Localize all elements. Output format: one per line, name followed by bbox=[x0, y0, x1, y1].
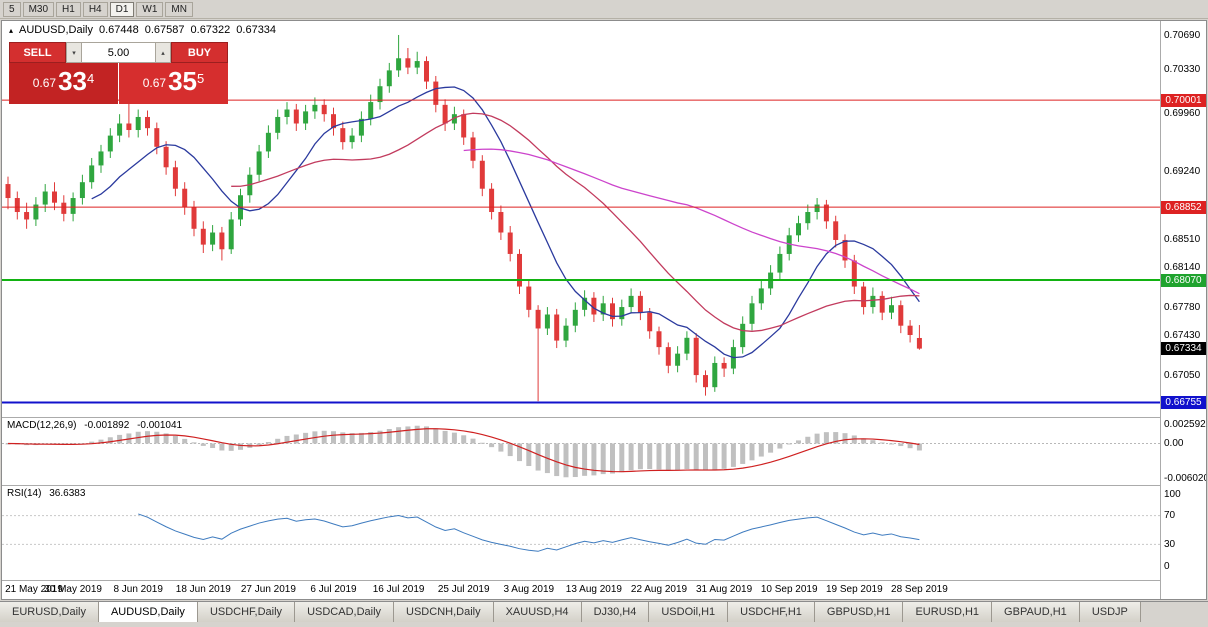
chart-tab-usdcad-daily[interactable]: USDCAD,Daily bbox=[295, 602, 395, 623]
chart-tab-audusd-daily[interactable]: AUDUSD,Daily bbox=[98, 602, 198, 623]
price-axis-tick: 0.67430 bbox=[1164, 330, 1201, 342]
buy-price-prefix: 0.67 bbox=[142, 75, 167, 90]
date-axis-label: 19 Sep 2019 bbox=[825, 584, 883, 595]
chart-tab-usdcnh-daily[interactable]: USDCNH,Daily bbox=[394, 602, 494, 623]
price-level-badge: 0.68070 bbox=[1161, 273, 1206, 287]
sell-button[interactable]: SELL bbox=[9, 42, 66, 63]
timeframe-button-5[interactable]: 5 bbox=[3, 1, 21, 17]
macd-value-signal: -0.001041 bbox=[137, 420, 183, 431]
macd-value-main: -0.001892 bbox=[84, 420, 130, 431]
buy-button[interactable]: BUY bbox=[171, 42, 228, 63]
macd-label: MACD(12,26,9) -0.001892 -0.001041 bbox=[7, 420, 182, 431]
volume-input[interactable] bbox=[82, 42, 155, 63]
rsi-title: RSI(14) bbox=[7, 488, 42, 499]
price-axis-tick: 0.69240 bbox=[1164, 165, 1201, 177]
symbol-name: AUDUSD,Daily bbox=[19, 24, 93, 36]
timeframe-button-w1[interactable]: W1 bbox=[136, 1, 164, 17]
timeframe-button-mn[interactable]: MN bbox=[165, 1, 193, 17]
chart-tab-usdchf-daily[interactable]: USDCHF,Daily bbox=[197, 602, 296, 623]
price-axis-tick: 0.68510 bbox=[1164, 233, 1201, 245]
date-axis-label: 31 Aug 2019 bbox=[696, 584, 753, 595]
chart-tab-dj30-h4[interactable]: DJ30,H4 bbox=[581, 602, 650, 623]
rsi-axis-label: 0 bbox=[1164, 560, 1170, 572]
price-axis-tick: 0.70330 bbox=[1164, 63, 1201, 75]
chart-tab-xauusd-h4[interactable]: XAUUSD,H4 bbox=[493, 602, 582, 623]
price-axis-tick: 0.67780 bbox=[1164, 301, 1201, 313]
chart-tab-gbpusd-h1[interactable]: GBPUSD,H1 bbox=[814, 602, 904, 623]
timeframe-button-h4[interactable]: H4 bbox=[82, 1, 108, 17]
price-axis-tick: 0.68140 bbox=[1164, 261, 1201, 273]
rsi-axis-label: 70 bbox=[1164, 510, 1176, 522]
sell-price-display[interactable]: 0.67 33 4 bbox=[9, 63, 118, 104]
status-bar bbox=[0, 622, 1208, 627]
rsi-axis-label: 30 bbox=[1164, 538, 1176, 550]
price-chart-canvas[interactable] bbox=[2, 21, 1160, 417]
date-axis-label: 10 Sep 2019 bbox=[760, 584, 818, 595]
date-axis-label: 28 Sep 2019 bbox=[891, 584, 948, 595]
timeframe-button-m30[interactable]: M30 bbox=[22, 1, 55, 17]
price-axis-tick: 0.69960 bbox=[1164, 107, 1201, 119]
sell-price-point: 4 bbox=[87, 70, 95, 86]
rsi-label: RSI(14) 36.6383 bbox=[7, 488, 85, 499]
ohlc-low: 0.67322 bbox=[190, 24, 231, 36]
buy-price-pips: 35 bbox=[168, 65, 198, 96]
chart-tab-eurusd-daily[interactable]: EURUSD,Daily bbox=[0, 602, 99, 623]
ohlc-close: 0.67334 bbox=[236, 24, 277, 36]
timeframe-toolbar: 5 M30 H1 H4 D1 W1 MN bbox=[0, 0, 1208, 19]
price-level-badge: 0.67334 bbox=[1161, 342, 1206, 356]
date-axis-label: 6 Jul 2019 bbox=[310, 584, 357, 595]
date-axis-label: 22 Aug 2019 bbox=[630, 584, 688, 595]
volume-decrease-button[interactable]: ▾ bbox=[66, 42, 82, 63]
price-level-badge: 0.70001 bbox=[1161, 93, 1206, 107]
date-axis-label: 16 Jul 2019 bbox=[372, 584, 425, 595]
macd-title: MACD(12,26,9) bbox=[7, 420, 77, 431]
date-axis-label: 27 Jun 2019 bbox=[240, 584, 296, 595]
buy-price-point: 5 bbox=[197, 70, 205, 86]
chart-symbol-readout: ▴ AUDUSD,Daily 0.67448 0.67587 0.67322 0… bbox=[9, 24, 276, 38]
macd-axis-label: 0.00 bbox=[1164, 437, 1184, 449]
panel-divider[interactable] bbox=[2, 417, 1206, 418]
chart-collapse-icon[interactable]: ▴ bbox=[9, 26, 14, 35]
date-axis-label: 30 May 2019 bbox=[44, 584, 102, 595]
price-axis-tick: 0.70690 bbox=[1164, 30, 1201, 42]
rsi-axis-label: 100 bbox=[1164, 488, 1181, 500]
date-axis-label: 25 Jul 2019 bbox=[437, 584, 490, 595]
macd-indicator-canvas[interactable] bbox=[2, 418, 1160, 485]
price-axis-tick: 0.67050 bbox=[1164, 369, 1201, 381]
buy-price-display[interactable]: 0.67 35 5 bbox=[119, 63, 228, 104]
chart-tabs-bar: EURUSD,Daily AUDUSD,Daily USDCHF,Daily USDC… bbox=[0, 601, 1208, 623]
rsi-indicator-canvas[interactable] bbox=[2, 486, 1160, 580]
date-axis-label: 8 Jun 2019 bbox=[113, 584, 163, 595]
timeframe-button-d1[interactable]: D1 bbox=[109, 1, 135, 17]
date-axis-label: 3 Aug 2019 bbox=[503, 584, 555, 595]
rsi-value: 36.6383 bbox=[49, 488, 86, 499]
date-axis-label: 13 Aug 2019 bbox=[565, 584, 622, 595]
chart-window: 0.70690 0.70330 0.69960 0.69240 0.68510 0.681… bbox=[1, 20, 1207, 600]
ohlc-high: 0.67587 bbox=[144, 24, 185, 36]
date-axis-label: 18 Jun 2019 bbox=[175, 584, 231, 595]
sell-price-prefix: 0.67 bbox=[32, 75, 57, 90]
macd-axis-label: -0.0060200 bbox=[1164, 473, 1206, 484]
chart-tab-eurusd-h1[interactable]: EURUSD,H1 bbox=[903, 602, 993, 623]
timeframe-button-h1[interactable]: H1 bbox=[56, 1, 81, 17]
price-axis: 0.70690 0.70330 0.69960 0.69240 0.68510 0.681… bbox=[1161, 21, 1206, 599]
sell-price-pips: 33 bbox=[58, 65, 88, 96]
ohlc-open: 0.67448 bbox=[98, 24, 139, 36]
panel-divider[interactable] bbox=[2, 485, 1206, 486]
chart-tab-usdjp[interactable]: USDJP bbox=[1079, 602, 1141, 623]
volume-increase-button[interactable]: ▴ bbox=[155, 42, 171, 63]
one-click-trade-panel: SELL ▾ ▴ BUY 0.67 33 4 0.67 35 bbox=[9, 42, 228, 104]
chart-tab-usdchf-h1[interactable]: USDCHF,H1 bbox=[728, 602, 815, 623]
date-axis-label: 21 May 2019 bbox=[5, 584, 63, 595]
panel-divider[interactable] bbox=[2, 580, 1206, 581]
chart-tab-usdoil-h1[interactable]: USDOil,H1 bbox=[649, 602, 729, 623]
price-level-badge: 0.68852 bbox=[1161, 200, 1206, 214]
chart-tab-gbpaud-h1[interactable]: GBPAUD,H1 bbox=[992, 602, 1080, 623]
price-axis-divider bbox=[1160, 21, 1161, 599]
price-level-badge: 0.66755 bbox=[1161, 396, 1206, 410]
